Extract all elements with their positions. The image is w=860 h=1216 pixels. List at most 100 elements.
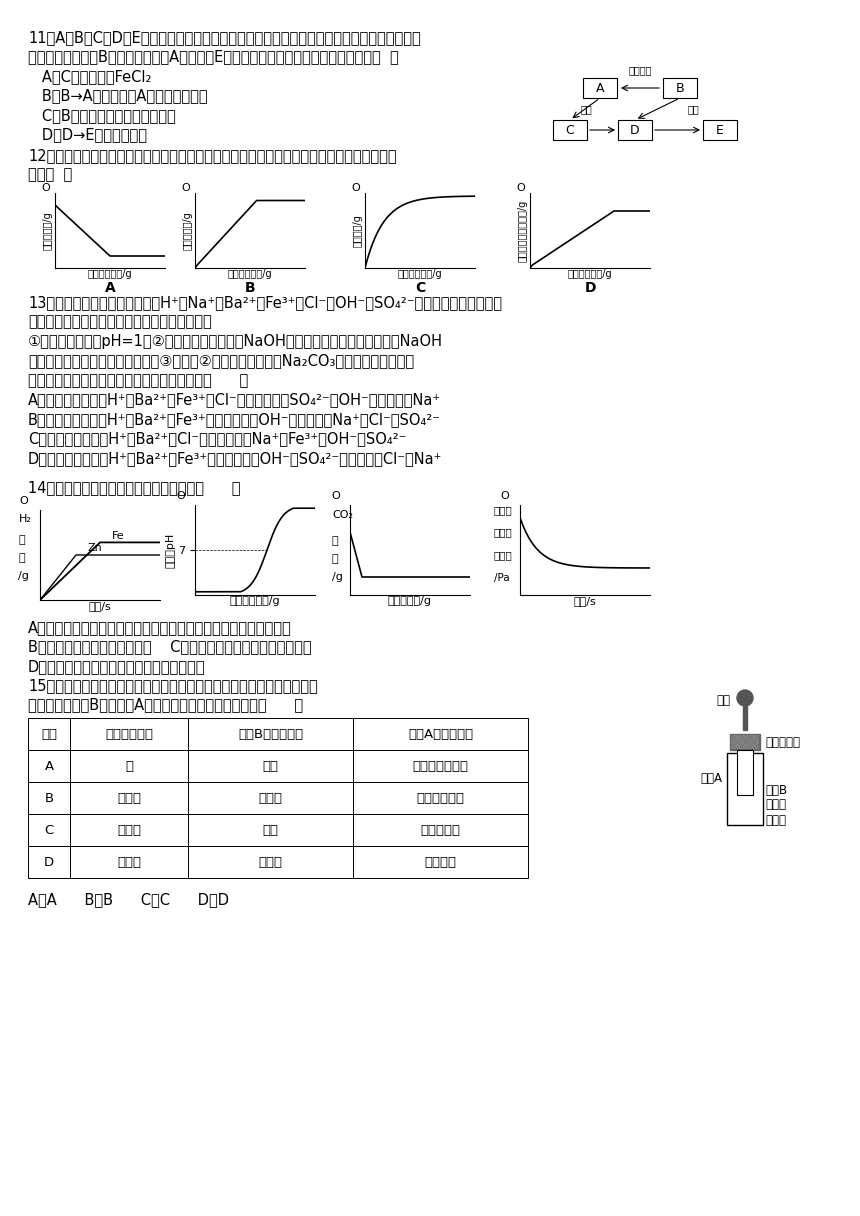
Text: 溢液至不再产生沉淠为止，过滤；③向实验②得到的溢液中滴加Na₂CO₃溢液，又观察到沉淠: 溢液至不再产生沉淠为止，过滤；③向实验②得到的溢液中滴加Na₂CO₃溢液，又观察… bbox=[28, 354, 415, 368]
Text: C: C bbox=[45, 823, 53, 837]
Text: B: B bbox=[45, 792, 53, 805]
Text: Zn: Zn bbox=[88, 544, 102, 553]
Bar bbox=[353, 814, 528, 846]
Bar bbox=[28, 782, 70, 814]
Bar bbox=[583, 78, 617, 98]
Text: 铜片: 铜片 bbox=[262, 823, 279, 837]
Text: 试管B: 试管B bbox=[765, 783, 787, 796]
Text: D．D→E属于置换反应: D．D→E属于置换反应 bbox=[28, 128, 147, 142]
Text: 一氧化碳: 一氧化碳 bbox=[629, 64, 652, 75]
Bar bbox=[663, 78, 697, 98]
Bar bbox=[70, 814, 188, 846]
Text: C: C bbox=[415, 281, 425, 295]
Text: A: A bbox=[45, 760, 53, 772]
Text: 13、一澄清透明溢液，可能含有H⁺、Na⁺、Ba²⁺、Fe³⁺、Cl⁻、OH⁻、SO₄²⁻离子的一种或者几种，: 13、一澄清透明溢液，可能含有H⁺、Na⁺、Ba²⁺、Fe³⁺、Cl⁻、OH⁻、… bbox=[28, 295, 502, 310]
Text: /Pa: /Pa bbox=[494, 573, 510, 582]
Text: 的液体滴入试管B中，试管A中的溢液甲没有明显现象的是（      ）: 的液体滴入试管B中，试管A中的溢液甲没有明显现象的是（ ） bbox=[28, 698, 303, 713]
X-axis label: 滴加水的质量/g: 滴加水的质量/g bbox=[230, 596, 280, 607]
Text: O: O bbox=[181, 182, 191, 193]
Text: B．B→A是工业制取A的主要反应原理: B．B→A是工业制取A的主要反应原理 bbox=[28, 89, 207, 103]
Text: 14、下列图像能正确反映其对应关系的是（      ）: 14、下列图像能正确反映其对应关系的是（ ） bbox=[28, 480, 241, 495]
Text: 浓盐酸: 浓盐酸 bbox=[117, 823, 141, 837]
Bar bbox=[28, 846, 70, 878]
Text: 15、如图所示，实验小组的同学按表中的选项添加试剂，实验时将滴管中: 15、如图所示，实验小组的同学按表中的选项添加试剂，实验时将滴管中 bbox=[28, 679, 317, 693]
Y-axis label: 溶液的质量/g: 溶液的质量/g bbox=[182, 212, 193, 249]
Bar bbox=[28, 814, 70, 846]
Bar bbox=[353, 717, 528, 750]
Text: O: O bbox=[501, 491, 510, 501]
Text: C．溢液中一定含有H⁺、Ba²⁺、Cl⁻，一定不含有Na⁺、Fe³⁺、OH⁻、SO₄²⁻: C．溢液中一定含有H⁺、Ba²⁺、Cl⁻，一定不含有Na⁺、Fe³⁺、OH⁻、S… bbox=[28, 432, 407, 446]
Text: 单孔橡皮塞: 单孔橡皮塞 bbox=[765, 736, 800, 749]
Bar bbox=[731, 734, 759, 749]
Bar bbox=[188, 846, 353, 878]
Text: Fe: Fe bbox=[112, 531, 125, 541]
Text: 量: 量 bbox=[18, 553, 25, 563]
Text: D: D bbox=[44, 856, 54, 868]
Text: 试管A: 试管A bbox=[700, 771, 722, 784]
Text: 固体乙: 固体乙 bbox=[765, 814, 786, 827]
Text: D: D bbox=[630, 124, 640, 136]
Text: 为确定溢液中可能存在的离子，进行下面实验：: 为确定溢液中可能存在的离子，进行下面实验： bbox=[28, 315, 212, 330]
Bar bbox=[188, 750, 353, 782]
Text: 浓氨水: 浓氨水 bbox=[117, 792, 141, 805]
Text: D．溢液中一定含有H⁺、Ba²⁺、Fe³⁺，一定不含有OH⁻、SO₄²⁻，可能含有Cl⁻、Na⁺: D．溢液中一定含有H⁺、Ba²⁺、Fe³⁺，一定不含有OH⁻、SO₄²⁻，可能含… bbox=[28, 451, 442, 466]
Y-axis label: 溶液的pH: 溶液的pH bbox=[165, 533, 175, 568]
Text: A．C的化学式为FeCl₂: A．C的化学式为FeCl₂ bbox=[28, 69, 151, 84]
Text: ①经测定，溢液的pH=1；②取部分样品溢液滴加NaOH溢液，有沉淠生成，继续滴加NaOH: ①经测定，溢液的pH=1；②取部分样品溢液滴加NaOH溢液，有沉淠生成，继续滴加… bbox=[28, 334, 443, 349]
Text: O: O bbox=[332, 491, 341, 501]
Text: /g: /g bbox=[332, 573, 343, 582]
Text: B．向一定量的稀盐酸中滴入水    C．向一定量的稀盐酸中加入石灰石: B．向一定量的稀盐酸中滴入水 C．向一定量的稀盐酸中加入石灰石 bbox=[28, 640, 311, 654]
Text: B: B bbox=[676, 81, 685, 95]
Text: 稀盐酸: 稀盐酸 bbox=[117, 856, 141, 868]
Bar bbox=[353, 750, 528, 782]
Text: 量: 量 bbox=[332, 554, 339, 564]
X-axis label: 石灰石质量/g: 石灰石质量/g bbox=[388, 596, 432, 607]
Text: 水: 水 bbox=[125, 760, 133, 772]
X-axis label: 时间/s: 时间/s bbox=[89, 602, 112, 612]
Text: 紫色石蕊溢液: 紫色石蕊溢液 bbox=[416, 792, 464, 805]
Text: A．相同质量和相同质量分数的稀硫酸与足量的两种金属，分别反应: A．相同质量和相同质量分数的稀硫酸与足量的两种金属，分别反应 bbox=[28, 620, 292, 635]
Bar bbox=[28, 717, 70, 750]
Text: 熟石灰: 熟石灰 bbox=[259, 792, 282, 805]
Text: 饱和澄清石灰水: 饱和澄清石灰水 bbox=[413, 760, 469, 772]
X-axis label: 稀硫酸的质量/g: 稀硫酸的质量/g bbox=[568, 270, 612, 280]
Text: O: O bbox=[517, 182, 525, 193]
Text: 确酸銀溢液: 确酸銀溢液 bbox=[421, 823, 460, 837]
X-axis label: 稀硫酸的质量/g: 稀硫酸的质量/g bbox=[397, 270, 442, 280]
Text: 盐酸: 盐酸 bbox=[688, 105, 700, 114]
Text: 溶液甲: 溶液甲 bbox=[765, 799, 786, 811]
Y-axis label: 溶液中铁元素的质量/g: 溶液中铁元素的质量/g bbox=[517, 199, 527, 261]
Text: 12、向盛有一定量氧化鐵的烧杯中不断滴入稀硫酸，下列是烧杯中有关量的变化图，其中正确: 12、向盛有一定量氧化鐵的烧杯中不断滴入稀硫酸，下列是烧杯中有关量的变化图，其中… bbox=[28, 148, 396, 163]
Text: A: A bbox=[105, 281, 115, 295]
Text: CO₂: CO₂ bbox=[332, 510, 353, 519]
Text: C．B和盐酸反应生成浅绿色溶液: C．B和盐酸反应生成浅绿色溶液 bbox=[28, 108, 175, 123]
Text: O: O bbox=[352, 182, 360, 193]
Text: D: D bbox=[584, 281, 596, 295]
Text: A．溢液中一定含有H⁺、Ba²⁺、Fe³⁺、Cl⁻，一定不含有SO₄²⁻、OH⁻，可能含有Na⁺: A．溢液中一定含有H⁺、Ba²⁺、Fe³⁺、Cl⁻，一定不含有SO₄²⁻、OH⁻… bbox=[28, 393, 441, 407]
Bar bbox=[70, 846, 188, 878]
Text: /g: /g bbox=[18, 572, 29, 581]
Text: 11、A、B、C、D、E均含同一种金属元素，它们之间的转化关系如图所示（部分物质和反应条: 11、A、B、C、D、E均含同一种金属元素，它们之间的转化关系如图所示（部分物质… bbox=[28, 30, 421, 45]
Y-axis label: 固体的质量/g: 固体的质量/g bbox=[42, 212, 52, 249]
Text: 酚酞溢液: 酚酞溢液 bbox=[425, 856, 457, 868]
Text: A．A      B．B      C．C      D．D: A．A B．B C．C D．D bbox=[28, 893, 229, 907]
Text: 选项: 选项 bbox=[41, 727, 57, 741]
Bar bbox=[727, 753, 763, 824]
Text: 生成。分析实验得到的以下结论中，正确的是（      ）: 生成。分析实验得到的以下结论中，正确的是（ ） bbox=[28, 373, 249, 388]
Bar bbox=[188, 814, 353, 846]
Text: 的压强: 的压强 bbox=[494, 550, 513, 561]
Text: 质: 质 bbox=[18, 535, 25, 545]
Text: 滴管中的液体: 滴管中的液体 bbox=[105, 727, 153, 741]
Text: 件略去）。已知：B为红棕色固体；A为单质；E为红褐色难溢性碱。下列说法正确的是（  ）: 件略去）。已知：B为红棕色固体；A为单质；E为红褐色难溢性碱。下列说法正确的是（… bbox=[28, 50, 399, 64]
X-axis label: 稀硫酸的质量/g: 稀硫酸的质量/g bbox=[88, 270, 132, 280]
Text: 盐酸: 盐酸 bbox=[580, 105, 592, 114]
Bar bbox=[28, 750, 70, 782]
Text: 试管B中的固体乙: 试管B中的固体乙 bbox=[238, 727, 303, 741]
Bar bbox=[618, 120, 652, 140]
Text: 集气瓶: 集气瓶 bbox=[494, 505, 513, 516]
Bar bbox=[70, 782, 188, 814]
Text: O: O bbox=[176, 491, 186, 501]
Bar bbox=[188, 782, 353, 814]
Text: 石灰石: 石灰石 bbox=[259, 856, 282, 868]
Bar bbox=[353, 846, 528, 878]
